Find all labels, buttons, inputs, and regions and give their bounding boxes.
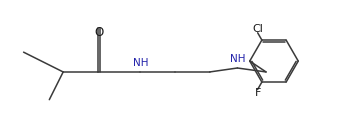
Text: NH: NH (133, 58, 148, 67)
Text: NH: NH (229, 54, 245, 64)
Text: Cl: Cl (252, 24, 263, 34)
Text: O: O (94, 26, 103, 39)
Text: F: F (255, 88, 261, 98)
